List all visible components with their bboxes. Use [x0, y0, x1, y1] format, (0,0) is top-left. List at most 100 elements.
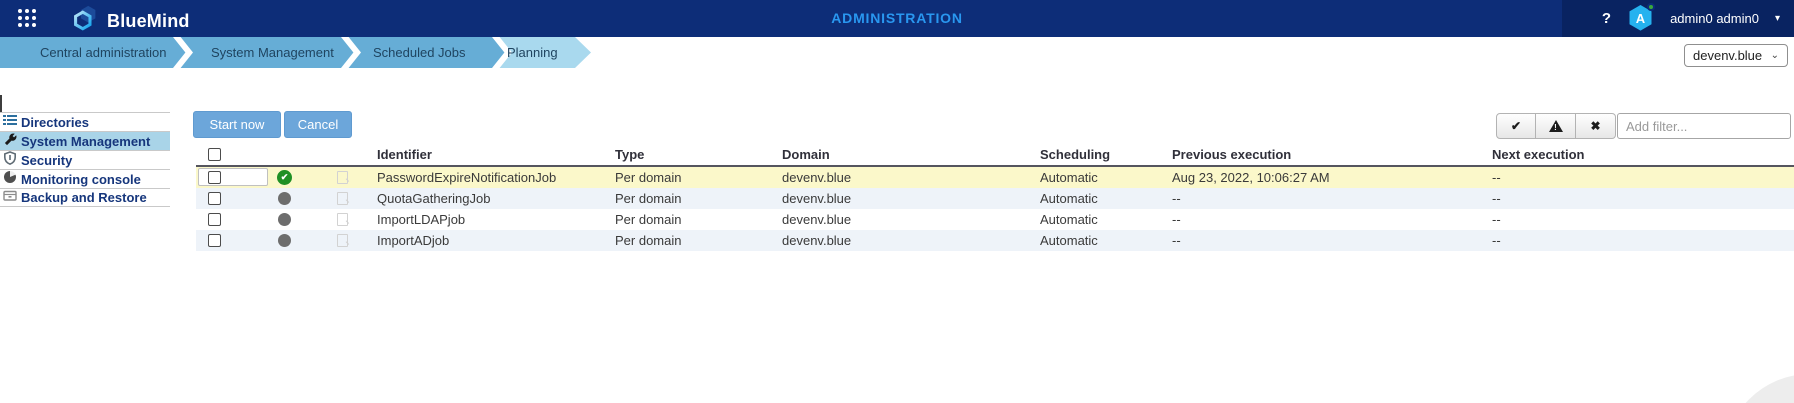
check-icon: ✔: [1510, 119, 1522, 133]
chevron-down-icon[interactable]: ▾: [1774, 13, 1780, 24]
idle-status-icon: [278, 213, 291, 226]
breadcrumb-item-system-management[interactable]: System Management: [211, 45, 334, 60]
breadcrumb-item-central-administration[interactable]: Central administration: [40, 45, 167, 60]
cancel-button[interactable]: Cancel: [284, 111, 352, 138]
cell-previous-execution: Aug 23, 2022, 10:06:27 AM: [1172, 170, 1330, 185]
sidebar-item-label: Monitoring console: [21, 171, 141, 187]
row-checkbox[interactable]: [208, 234, 221, 247]
svg-text:A: A: [1636, 11, 1646, 26]
report-icon[interactable]: [337, 171, 348, 184]
cell-previous-execution: --: [1172, 233, 1181, 248]
filter-success-button[interactable]: ✔: [1496, 113, 1536, 139]
apps-grid-icon[interactable]: [18, 9, 40, 28]
cell-domain: devenv.blue: [782, 212, 852, 227]
table-row[interactable]: ImportADjob Per domain devenv.blue Automati…: [196, 230, 1794, 251]
breadcrumb-item-scheduled-jobs[interactable]: Scheduled Jobs: [373, 45, 466, 60]
table-header-rule: [196, 165, 1794, 167]
cell-identifier: ImportADjob: [377, 233, 450, 248]
sidebar-item-label: Backup and Restore: [21, 190, 147, 205]
user-name[interactable]: admin0 admin0: [1670, 11, 1759, 26]
cell-previous-execution: --: [1172, 212, 1181, 227]
cell-identifier: QuotaGatheringJob: [377, 191, 491, 206]
table-row[interactable]: QuotaGatheringJob Per domain devenv.blue Au…: [196, 188, 1794, 209]
warning-icon: !: [1548, 120, 1563, 132]
add-filter-input[interactable]: [1617, 113, 1791, 139]
column-header-domain[interactable]: Domain: [782, 147, 830, 162]
filter-error-button[interactable]: ✖: [1576, 113, 1616, 139]
cell-next-execution: --: [1492, 212, 1501, 227]
page-title: ADMINISTRATION: [831, 10, 963, 26]
report-icon[interactable]: [337, 234, 348, 247]
close-icon: ✖: [1590, 119, 1601, 133]
navbar-user-section-bg: [1562, 0, 1794, 37]
shield-icon: [3, 150, 17, 170]
idle-status-icon: [278, 234, 291, 247]
row-checkbox[interactable]: [208, 171, 221, 184]
top-navbar: BlueMind ADMINISTRATION ? A admin0 admin…: [0, 0, 1794, 37]
cell-scheduling: Automatic: [1040, 212, 1098, 227]
domain-select-value: devenv.blue: [1693, 48, 1763, 63]
cell-type: Per domain: [615, 191, 682, 206]
sidebar-item-backup-and-restore[interactable]: Backup and Restore: [0, 188, 170, 207]
pie-chart-icon: [3, 170, 17, 189]
status-filter-group: ✔ ! ✖: [1496, 113, 1616, 139]
chevron-down-icon: ⌄: [1770, 50, 1779, 61]
cell-identifier: PasswordExpireNotificationJob: [377, 170, 557, 185]
brand-text: BlueMind: [107, 10, 190, 31]
breadcrumb-main-segment: [0, 37, 511, 68]
sidebar-item-label: Security: [21, 152, 73, 168]
sidebar-item-system-management[interactable]: System Management: [0, 131, 170, 150]
cell-scheduling: Automatic: [1040, 233, 1098, 248]
table-row[interactable]: ImportLDAPjob Per domain devenv.blue Automa…: [196, 209, 1794, 230]
cell-next-execution: --: [1492, 191, 1501, 206]
start-now-button[interactable]: Start now: [193, 111, 281, 138]
sidebar: Directories System Management Security: [0, 112, 170, 207]
domain-select[interactable]: devenv.blue ⌄: [1684, 44, 1788, 67]
row-checkbox[interactable]: [208, 213, 221, 226]
help-icon[interactable]: ?: [1601, 10, 1612, 27]
navbar-right: ? A admin0 admin0 ▾: [1602, 0, 1780, 37]
cell-type: Per domain: [615, 233, 682, 248]
column-header-type[interactable]: Type: [615, 147, 645, 162]
filter-warning-button[interactable]: !: [1536, 113, 1576, 139]
corner-widget-arc[interactable]: [1724, 374, 1794, 403]
cell-type: Per domain: [615, 170, 682, 185]
column-header-identifier[interactable]: Identifier: [377, 147, 432, 162]
table-header: Identifier Type Domain Scheduling Previo…: [196, 145, 1794, 165]
row-checkbox[interactable]: [208, 192, 221, 205]
wrench-icon: [3, 132, 17, 151]
presence-dot: [1647, 3, 1656, 11]
report-icon[interactable]: [337, 213, 348, 226]
cell-next-execution: --: [1492, 233, 1501, 248]
sidebar-item-label: System Management: [21, 133, 151, 149]
cell-domain: devenv.blue: [782, 191, 852, 206]
cell-domain: devenv.blue: [782, 170, 852, 185]
sidebar-item-directories[interactable]: Directories: [0, 112, 170, 131]
sidebar-item-security[interactable]: Security: [0, 150, 170, 169]
column-header-previous-execution[interactable]: Previous execution: [1172, 147, 1292, 162]
column-header-next-execution[interactable]: Next execution: [1492, 147, 1585, 162]
list-icon: [3, 113, 17, 132]
bluemind-logo[interactable]: BlueMind: [72, 4, 190, 38]
breadcrumb-item-planning[interactable]: Planning: [507, 45, 558, 60]
sidebar-item-monitoring-console[interactable]: Monitoring console: [0, 169, 170, 188]
cell-scheduling: Automatic: [1040, 191, 1098, 206]
report-icon[interactable]: [337, 192, 348, 205]
select-all-checkbox[interactable]: [208, 148, 221, 161]
idle-status-icon: [278, 192, 291, 205]
drive-icon: [3, 188, 17, 207]
sidebar-item-label: Directories: [21, 114, 89, 130]
cell-next-execution: --: [1492, 170, 1501, 185]
bluemind-hexagon-icon: [72, 4, 99, 38]
avatar[interactable]: A: [1627, 3, 1656, 33]
cell-identifier: ImportLDAPjob: [377, 212, 466, 227]
breadcrumb: Central administration System Management…: [0, 37, 1794, 68]
cell-scheduling: Automatic: [1040, 170, 1098, 185]
table-row[interactable]: ✔ PasswordExpireNotificationJob Per domain…: [196, 167, 1794, 188]
cell-type: Per domain: [615, 212, 682, 227]
success-status-icon: ✔: [277, 170, 292, 185]
cell-domain: devenv.blue: [782, 233, 852, 248]
column-header-scheduling[interactable]: Scheduling: [1040, 147, 1111, 162]
cell-previous-execution: --: [1172, 191, 1181, 206]
